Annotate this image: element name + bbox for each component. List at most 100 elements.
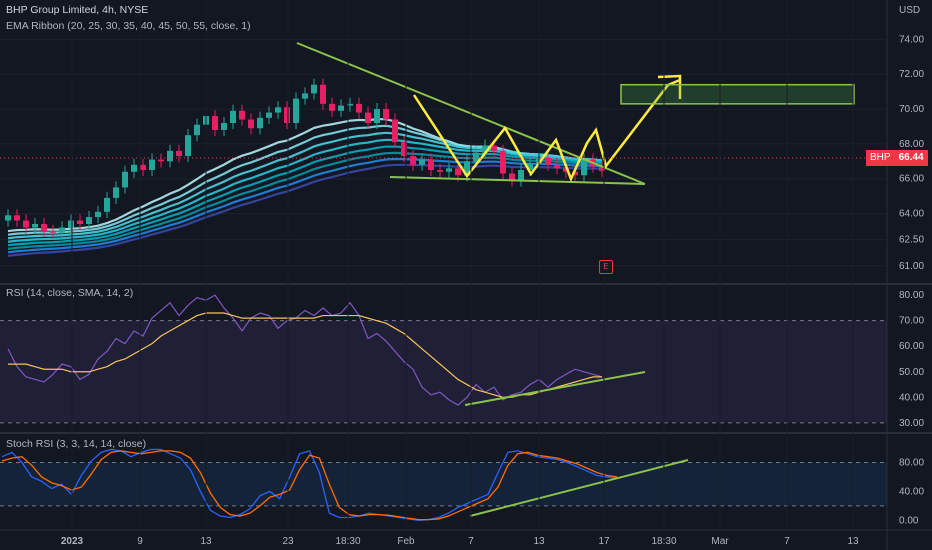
- candle-body: [401, 142, 407, 157]
- candle-body: [158, 159, 164, 162]
- candle-body: [599, 166, 605, 172]
- candle-body: [194, 124, 200, 136]
- candle-body: [302, 93, 308, 99]
- candle-body: [95, 211, 101, 218]
- candle-body: [518, 170, 524, 181]
- stoch-tick-label: 80.00: [899, 457, 924, 468]
- candle-body: [131, 164, 137, 172]
- candle-body: [230, 110, 236, 124]
- rsi-band: [0, 320, 887, 423]
- price-tick-label: 62.50: [899, 235, 924, 246]
- time-tick-label: 7: [784, 536, 790, 547]
- rsi-tick-label: 60.00: [899, 341, 924, 352]
- candle-body: [167, 150, 173, 162]
- candle-body: [86, 217, 92, 225]
- rsi-line: [7, 294, 603, 406]
- candle-body: [527, 163, 533, 171]
- price-tick-label: 68.00: [899, 139, 924, 150]
- candle-body: [239, 110, 245, 120]
- candle-body: [212, 116, 218, 130]
- candle-body: [563, 168, 569, 172]
- candle-body: [329, 103, 335, 111]
- time-tick-label: 18:30: [335, 536, 360, 547]
- support-trendline: [389, 176, 646, 185]
- candle-body: [266, 112, 272, 118]
- time-tick-label: 13: [200, 536, 212, 547]
- stoch-legend: Stoch RSI (3, 3, 14, 14, close): [6, 438, 147, 450]
- candle-body: [320, 84, 326, 104]
- candle-body: [311, 84, 317, 94]
- candle-body: [374, 109, 380, 124]
- candle-body: [41, 224, 47, 231]
- candle-body: [77, 220, 83, 225]
- stoch-k-line: [1, 448, 618, 522]
- rsi-tick-label: 30.00: [899, 418, 924, 429]
- candle-body: [545, 157, 551, 165]
- stoch-d-line: [1, 450, 618, 521]
- rsi-tick-label: 70.00: [899, 316, 924, 327]
- currency-label: USD: [899, 5, 921, 16]
- candle-body: [50, 230, 56, 233]
- rsi-tick-label: 80.00: [899, 290, 924, 301]
- candle-body: [32, 224, 38, 228]
- time-tick-label: 7: [468, 536, 474, 547]
- candle-body: [140, 164, 146, 171]
- candle-body: [347, 103, 353, 106]
- candle-body: [419, 159, 425, 165]
- ema-ribbon-line: [7, 145, 603, 247]
- price-tick-label: 74.00: [899, 34, 924, 45]
- candle-body: [113, 187, 119, 198]
- rsi-legend: RSI (14, close, SMA, 14, 2): [6, 287, 134, 299]
- candle-body: [473, 152, 479, 162]
- price-tag-value: 66.44: [894, 150, 928, 166]
- rsi-tick-label: 40.00: [899, 392, 924, 403]
- candle-body: [122, 171, 128, 188]
- time-tick-label: 13: [847, 536, 859, 547]
- candle-body: [338, 105, 344, 111]
- stoch-band: [0, 462, 887, 506]
- candle-body: [14, 215, 20, 221]
- zigzag-projection: [412, 78, 681, 183]
- candle-body: [410, 156, 416, 165]
- target-zone-box: [620, 83, 855, 105]
- candle-body: [365, 112, 371, 124]
- candle-body: [293, 98, 299, 124]
- indicator-legend: EMA Ribbon (20, 25, 30, 35, 40, 45, 50, …: [6, 20, 251, 32]
- candle-body: [23, 220, 29, 228]
- candle-body: [383, 109, 389, 120]
- price-tag-symbol: BHP: [866, 150, 895, 166]
- candle-body: [176, 150, 182, 157]
- candle-body: [356, 103, 362, 113]
- price-tick-label: 64.00: [899, 209, 924, 220]
- projection-arrowhead: [657, 74, 682, 99]
- stoch-tick-label: 40.00: [899, 486, 924, 497]
- candle-body: [275, 107, 281, 113]
- candle-body: [59, 227, 65, 233]
- candle-body: [572, 171, 578, 176]
- candle-body: [491, 145, 497, 151]
- time-tick-label: Feb: [397, 536, 415, 547]
- rsi-tick-label: 50.00: [899, 367, 924, 378]
- candle-body: [221, 123, 227, 130]
- candle-body: [455, 168, 461, 176]
- candle-body: [428, 159, 434, 171]
- time-tick-label: 17: [598, 536, 610, 547]
- rsi-trendline: [464, 371, 646, 406]
- time-tick-label: 2023: [61, 536, 84, 547]
- candle-body: [284, 107, 290, 124]
- price-tick-label: 70.00: [899, 104, 924, 115]
- stoch-tick-label: 0.00: [899, 515, 919, 526]
- stoch-trendline: [469, 459, 689, 517]
- candle-body: [581, 159, 587, 176]
- earnings-event-icon[interactable]: E: [599, 260, 613, 274]
- candle-body: [5, 215, 11, 221]
- time-tick-label: 23: [282, 536, 294, 547]
- candle-body: [437, 170, 443, 172]
- candle-body: [482, 145, 488, 153]
- candle-body: [392, 119, 398, 143]
- price-tick-label: 66.00: [899, 174, 924, 185]
- price-tick-label: 61.00: [899, 261, 924, 272]
- chart-title: BHP Group Limited, 4h, NYSE: [6, 4, 149, 16]
- candle-body: [257, 117, 263, 129]
